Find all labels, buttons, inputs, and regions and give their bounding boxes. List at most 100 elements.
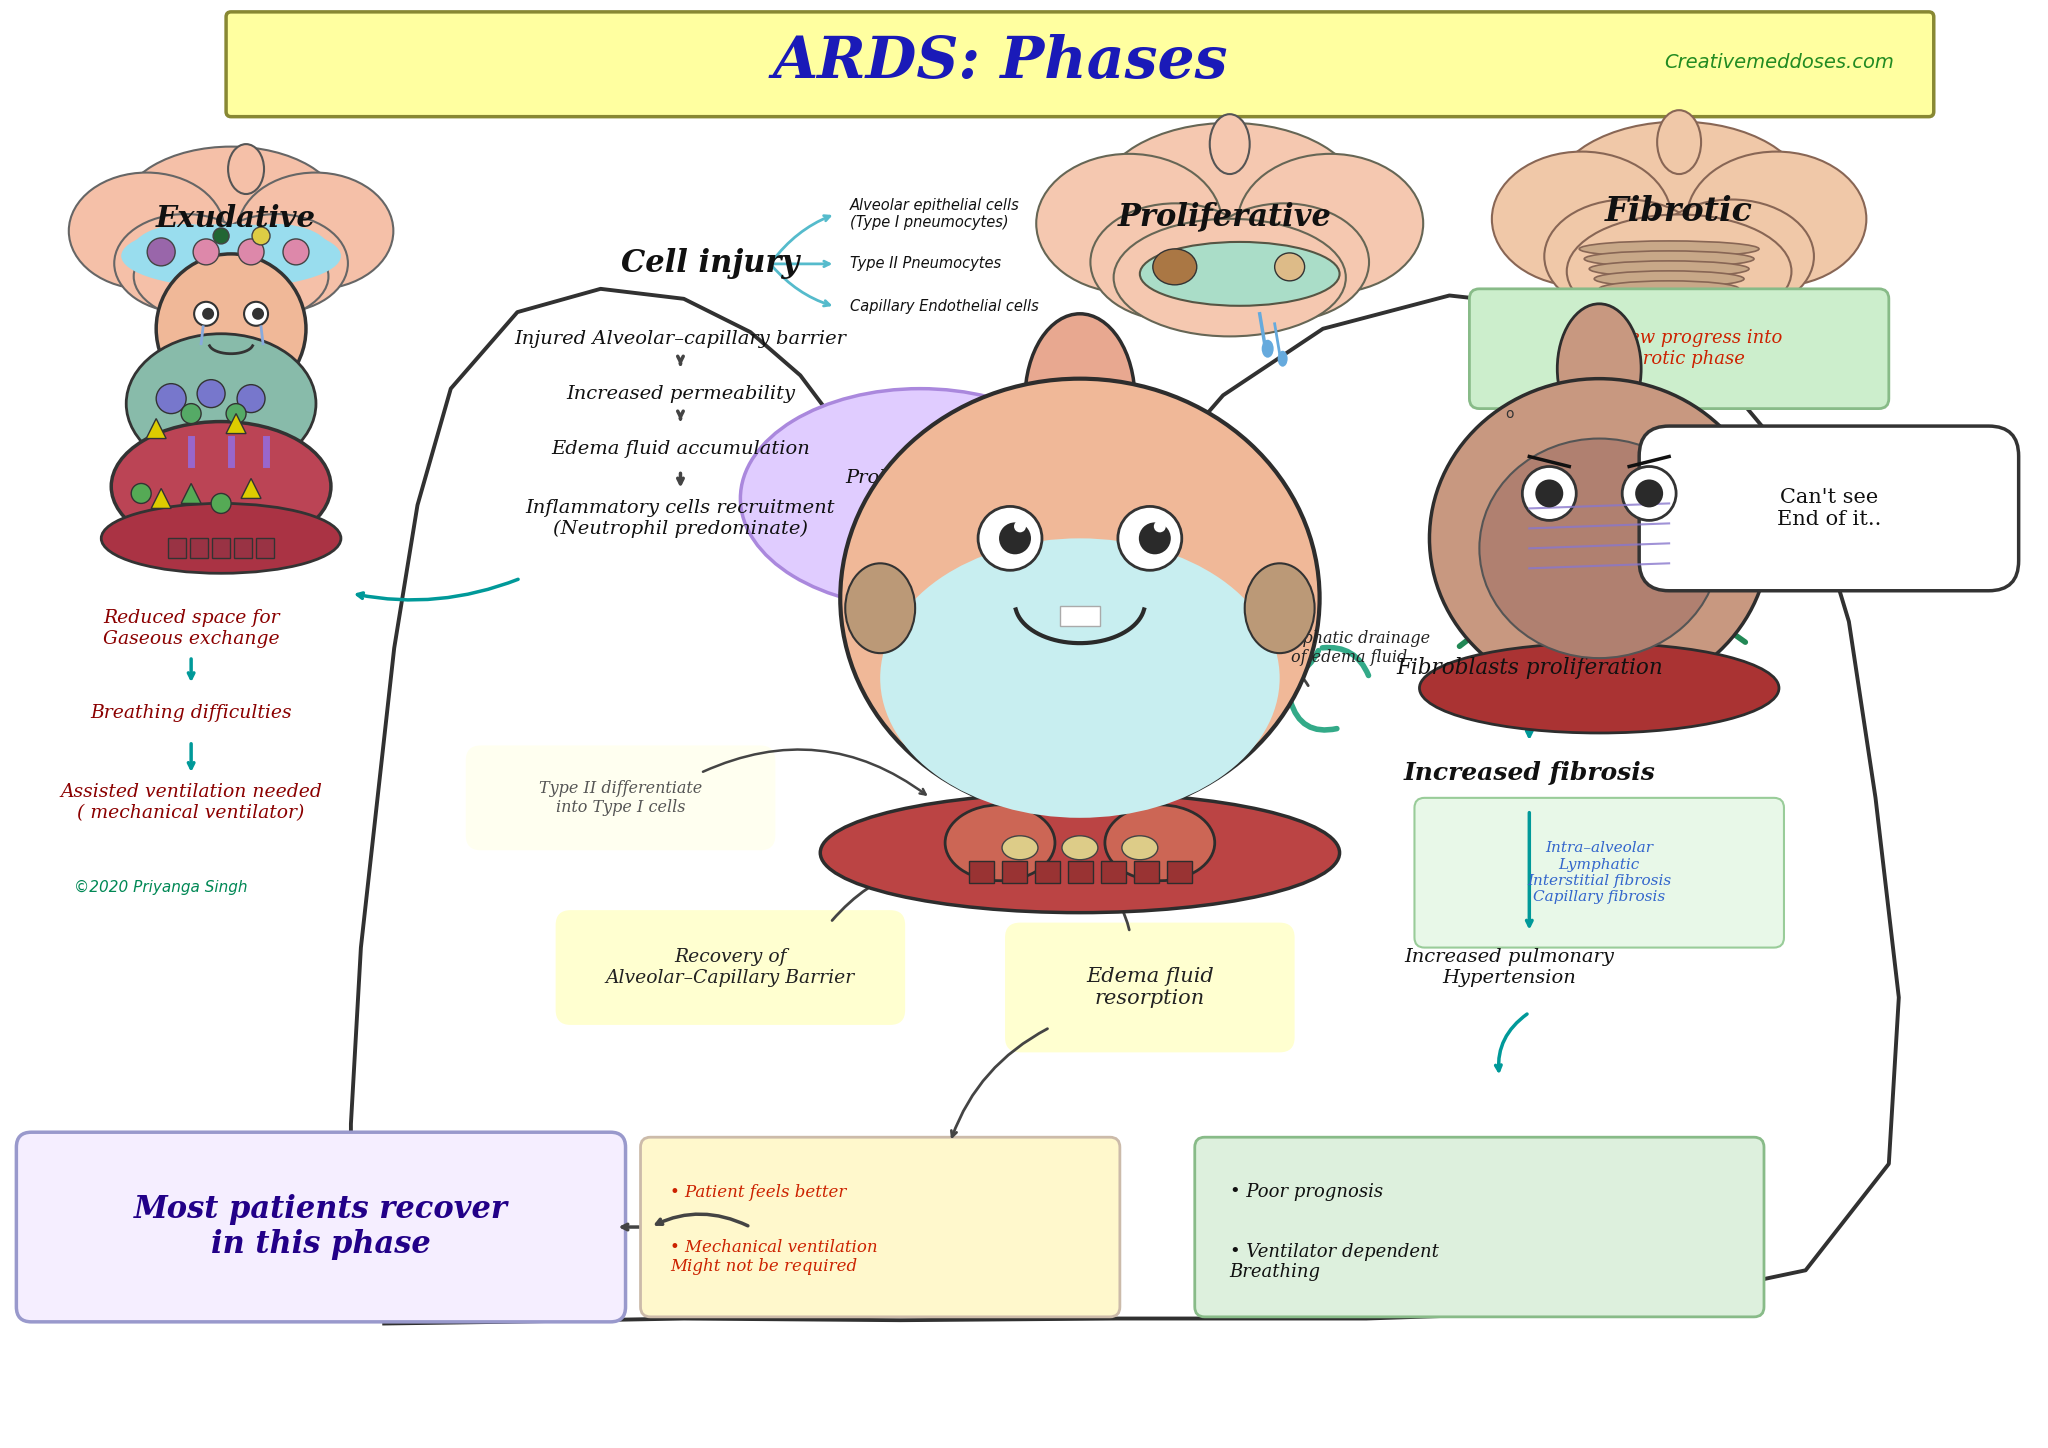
Text: o: o (1505, 407, 1513, 420)
Bar (1135, 860, 1159, 883)
Text: Increased permeability: Increased permeability (565, 385, 795, 403)
Text: Recovery of
Alveolar–Capillary Barrier: Recovery of Alveolar–Capillary Barrier (606, 948, 854, 988)
Ellipse shape (1198, 203, 1368, 321)
Text: Breathing difficulties: Breathing difficulties (90, 704, 293, 723)
Ellipse shape (1657, 110, 1702, 174)
Ellipse shape (1210, 114, 1249, 174)
Polygon shape (180, 484, 201, 504)
Ellipse shape (283, 239, 309, 265)
Ellipse shape (881, 539, 1280, 818)
Ellipse shape (1589, 261, 1749, 277)
Polygon shape (152, 488, 172, 508)
Ellipse shape (1491, 152, 1671, 287)
Ellipse shape (1098, 123, 1362, 278)
Text: Assisted ventilation needed
( mechanical ventilator): Assisted ventilation needed ( mechanical… (59, 783, 322, 822)
FancyBboxPatch shape (1415, 798, 1784, 947)
FancyBboxPatch shape (465, 746, 776, 850)
Ellipse shape (846, 563, 915, 653)
Text: Type II Pneumocytes: Type II Pneumocytes (850, 256, 1001, 271)
Bar (1061, 607, 1100, 626)
Ellipse shape (244, 301, 268, 326)
Ellipse shape (100, 504, 340, 573)
Ellipse shape (979, 507, 1042, 571)
Ellipse shape (1036, 153, 1223, 292)
Polygon shape (242, 478, 260, 498)
Ellipse shape (1536, 479, 1563, 507)
Ellipse shape (211, 494, 231, 514)
Ellipse shape (238, 239, 264, 265)
Ellipse shape (944, 805, 1055, 880)
Ellipse shape (1430, 379, 1769, 698)
FancyBboxPatch shape (1638, 426, 2019, 591)
Text: Alveolar epithelial cells
(Type I pneumocytes): Alveolar epithelial cells (Type I pneumo… (850, 198, 1020, 230)
Ellipse shape (1556, 304, 1640, 433)
Bar (213, 539, 229, 559)
Ellipse shape (131, 224, 242, 279)
Ellipse shape (1567, 214, 1792, 329)
Ellipse shape (1544, 200, 1710, 313)
Bar (233, 539, 252, 559)
Text: Injured Alveolar–capillary barrier: Injured Alveolar–capillary barrier (514, 330, 846, 348)
Ellipse shape (1139, 523, 1171, 555)
Ellipse shape (121, 224, 340, 288)
Bar (190, 539, 209, 559)
Ellipse shape (1153, 520, 1165, 533)
Ellipse shape (227, 145, 264, 194)
Ellipse shape (180, 404, 201, 424)
FancyBboxPatch shape (1468, 288, 1888, 408)
Text: ©2020 Priyanga Singh: ©2020 Priyanga Singh (74, 880, 248, 895)
Text: Increased fibrosis: Increased fibrosis (1403, 760, 1655, 785)
Bar (256, 539, 274, 559)
Ellipse shape (1063, 835, 1098, 860)
Ellipse shape (127, 333, 315, 473)
Text: Fibrotic: Fibrotic (1606, 195, 1753, 229)
Text: Can't see
End of it..: Can't see End of it.. (1778, 488, 1882, 529)
Bar (1167, 860, 1192, 883)
Text: Creativemeddoses.com: Creativemeddoses.com (1665, 52, 1894, 72)
Ellipse shape (1579, 240, 1759, 256)
Bar (1034, 860, 1061, 883)
Ellipse shape (1593, 271, 1745, 287)
Text: Very few progress into
Fibrotic phase: Very few progress into Fibrotic phase (1575, 329, 1782, 368)
Polygon shape (225, 414, 246, 433)
Ellipse shape (741, 388, 1100, 608)
Ellipse shape (1090, 203, 1262, 321)
Ellipse shape (1104, 805, 1214, 880)
Ellipse shape (1118, 507, 1182, 571)
Ellipse shape (1419, 643, 1780, 733)
FancyBboxPatch shape (225, 12, 1933, 117)
Bar (1001, 860, 1026, 883)
Ellipse shape (1599, 281, 1739, 297)
Ellipse shape (131, 484, 152, 504)
Ellipse shape (1024, 314, 1135, 484)
Text: Lymphatic drainage
of edema fluid: Lymphatic drainage of edema fluid (1268, 630, 1432, 666)
Bar (168, 539, 186, 559)
Ellipse shape (999, 523, 1030, 555)
Text: Edema fluid accumulation: Edema fluid accumulation (551, 440, 809, 458)
FancyBboxPatch shape (1006, 922, 1294, 1053)
FancyBboxPatch shape (641, 1137, 1120, 1316)
Ellipse shape (221, 224, 332, 279)
Ellipse shape (238, 385, 264, 413)
Text: • Patient feels better: • Patient feels better (670, 1183, 848, 1200)
Text: Type II differentiate
into Type I cells: Type II differentiate into Type I cells (539, 779, 702, 817)
Ellipse shape (195, 301, 217, 326)
Ellipse shape (115, 214, 258, 313)
Ellipse shape (1479, 439, 1718, 659)
Bar (1067, 860, 1094, 883)
Ellipse shape (1622, 466, 1675, 520)
Text: Intra–alveolar
Lymphatic
Interstitial fibrosis
Capillary fibrosis: Intra–alveolar Lymphatic Interstitial fi… (1528, 841, 1671, 904)
Ellipse shape (1634, 479, 1663, 507)
Ellipse shape (203, 308, 215, 320)
Ellipse shape (1122, 835, 1157, 860)
Ellipse shape (1245, 563, 1315, 653)
Text: • Mechanical ventilation
Might not be required: • Mechanical ventilation Might not be re… (670, 1238, 879, 1276)
Ellipse shape (1585, 251, 1753, 266)
Text: • Poor prognosis: • Poor prognosis (1229, 1183, 1382, 1200)
Ellipse shape (1237, 153, 1423, 292)
Ellipse shape (193, 239, 219, 265)
Text: Most patients recover
in this phase: Most patients recover in this phase (133, 1193, 508, 1260)
Ellipse shape (197, 379, 225, 407)
Ellipse shape (821, 794, 1339, 912)
Ellipse shape (133, 227, 328, 326)
